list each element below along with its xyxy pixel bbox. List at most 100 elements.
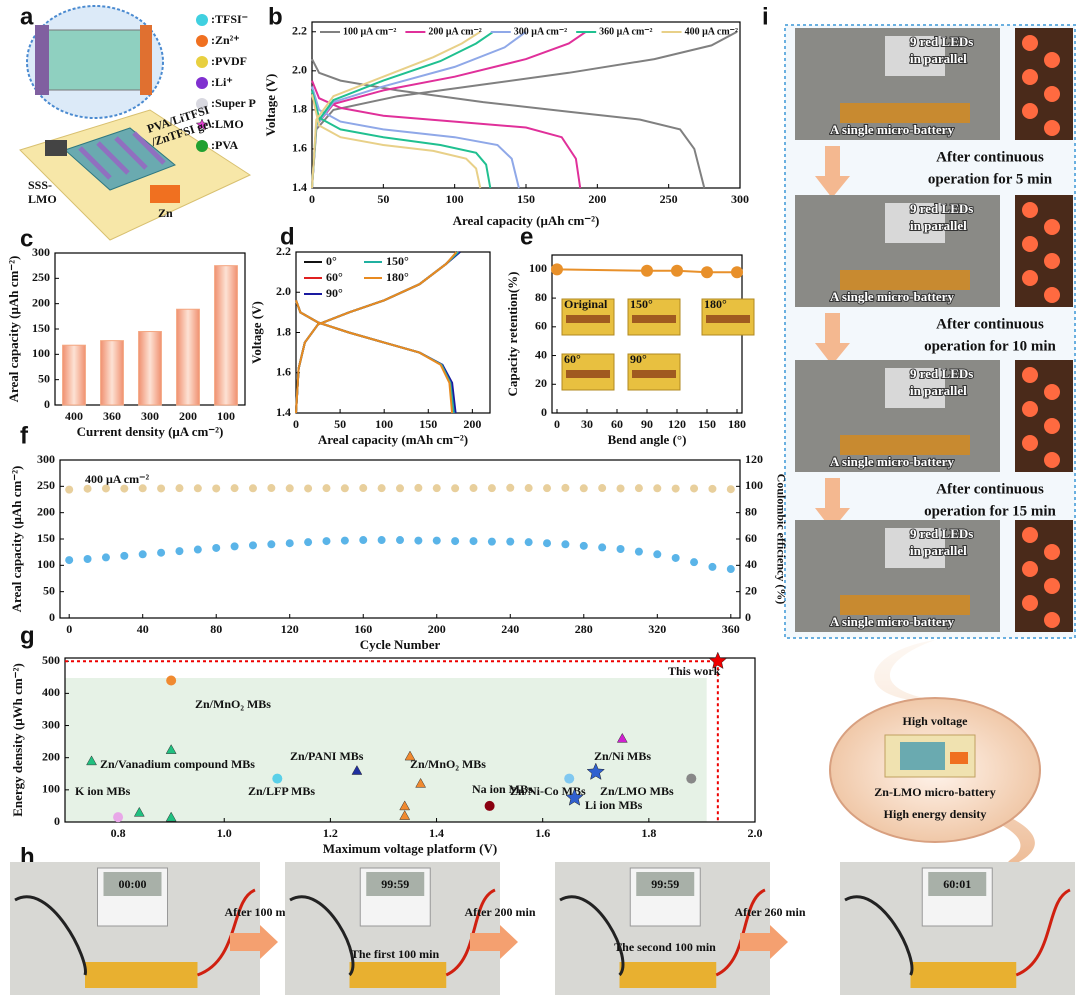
- photo-wire: [715, 888, 766, 977]
- marker: [415, 777, 427, 788]
- marker: [561, 483, 570, 492]
- series-line: [311, 30, 738, 189]
- inset-device: [632, 370, 676, 378]
- led: [1022, 202, 1038, 218]
- y2-tick-label: 20: [745, 583, 757, 597]
- x-tick-label: 300: [141, 409, 159, 423]
- x-tick-label: 1.6: [535, 826, 550, 840]
- marker: [653, 484, 662, 493]
- timer-display: 99:59: [651, 877, 679, 891]
- legend-label: 0°: [326, 254, 337, 268]
- series-line: [311, 30, 527, 189]
- y-tick-label: 1.4: [292, 180, 307, 194]
- plot-frame: [64, 657, 756, 823]
- led: [1022, 236, 1038, 252]
- y-axis-label: Voltage (V): [263, 74, 278, 137]
- x-tick-label: 2.0: [748, 826, 763, 840]
- y-tick-label: 200: [32, 295, 50, 309]
- marker: [451, 484, 460, 493]
- marker: [83, 484, 92, 493]
- timer-display: 99:59: [381, 877, 409, 891]
- step-label: After 260 min: [734, 905, 805, 919]
- legend-label: 400 μA cm⁻²: [685, 26, 738, 37]
- marker: [616, 732, 628, 743]
- panel-letter: d: [280, 223, 295, 250]
- y-tick-label: 2.2: [276, 244, 291, 258]
- series-line: [295, 251, 459, 414]
- y-axis-label: Areal capacity (μAh cm⁻²): [6, 256, 21, 403]
- led: [1044, 253, 1060, 269]
- step-label: operation for 10 min: [924, 338, 1056, 354]
- marker: [506, 483, 515, 492]
- led-label: 9 red LEDs: [910, 526, 973, 541]
- legend-label: 180°: [386, 270, 409, 284]
- electrode-finger: [114, 136, 148, 170]
- marker: [634, 484, 643, 493]
- plot-frame: [311, 21, 741, 189]
- legend-label: 360 μA cm⁻²: [599, 26, 652, 37]
- x-tick-label: 200: [463, 417, 481, 431]
- marker: [579, 484, 588, 493]
- y-tick-label: 1.6: [292, 141, 307, 155]
- x-tick-label: 50: [334, 417, 346, 431]
- timer-screen: [366, 872, 425, 896]
- marker: [598, 484, 607, 493]
- led-label: in parallel: [910, 218, 967, 233]
- y-tick-label: 500: [42, 653, 60, 667]
- device-label: Zn: [158, 206, 173, 220]
- inset-device: [706, 315, 750, 323]
- highlight-cell: [900, 742, 945, 770]
- highlight-label: Zn-LMO micro-battery: [874, 785, 995, 799]
- x-tick-label: 0: [293, 417, 299, 431]
- marker: [469, 484, 478, 493]
- zn-tab: [150, 185, 180, 203]
- series-line: [295, 251, 460, 414]
- marker: [469, 537, 478, 546]
- y-tick-label: 80: [535, 290, 547, 304]
- x-tick-label: 40: [137, 622, 149, 636]
- x-tick-label: 0: [309, 192, 315, 206]
- x-tick-label: 30: [581, 417, 593, 431]
- y-axis-label: Areal capacity (μAh cm⁻²): [9, 466, 24, 613]
- x-axis-label: Areal capacity (μAh cm⁻²): [453, 213, 600, 228]
- y2-tick-label: 100: [745, 478, 763, 492]
- y-tick-label: 200: [37, 504, 55, 518]
- step-label: After continuous: [936, 316, 1044, 332]
- arrow: [470, 925, 518, 959]
- marker: [120, 551, 129, 560]
- y-tick-label: 20: [535, 376, 547, 390]
- led-label: in parallel: [910, 543, 967, 558]
- bar: [62, 344, 86, 406]
- led: [1044, 287, 1060, 303]
- lmo-tab: [45, 140, 67, 156]
- battery-label: A single micro-battery: [830, 122, 954, 137]
- marker: [83, 555, 92, 564]
- marker: [230, 542, 239, 551]
- x-tick-label: 360: [103, 409, 121, 423]
- marker: [193, 545, 202, 554]
- legend-label: 150°: [386, 254, 409, 268]
- x-tick-label: 200: [588, 192, 606, 206]
- x-tick-label: 200: [428, 622, 446, 636]
- marker: [351, 765, 363, 775]
- legend-label: :Li⁺: [211, 75, 233, 89]
- marker: [267, 484, 276, 493]
- battery-label: A single micro-battery: [830, 454, 954, 469]
- marker: [377, 536, 386, 545]
- y-tick-label: 250: [32, 270, 50, 284]
- x-tick-label: 50: [377, 192, 389, 206]
- marker: [230, 484, 239, 493]
- panel-letter: e: [520, 223, 533, 250]
- marker: [671, 264, 683, 277]
- y-tick-label: 400: [42, 685, 60, 699]
- marker: [322, 484, 331, 493]
- x-tick-label: 150: [517, 192, 535, 206]
- legend-label: 300 μA cm⁻²: [514, 26, 567, 37]
- y-axis-label: Capacity retention(%): [505, 271, 520, 396]
- marker: [304, 484, 313, 493]
- legend-label: 90°: [326, 286, 343, 300]
- led: [1044, 52, 1060, 68]
- photo-battery: [840, 595, 970, 615]
- series-label: Zn/MnO₂ MBs: [410, 757, 486, 771]
- x-tick-label: 150: [698, 417, 716, 431]
